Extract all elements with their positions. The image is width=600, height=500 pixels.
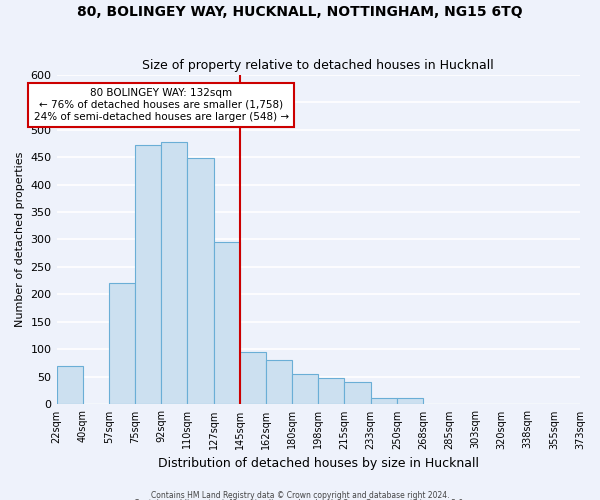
Title: Size of property relative to detached houses in Hucknall: Size of property relative to detached ho… <box>142 59 494 72</box>
Bar <box>56 366 83 405</box>
Text: 80, BOLINGEY WAY, HUCKNALL, NOTTINGHAM, NG15 6TQ: 80, BOLINGEY WAY, HUCKNALL, NOTTINGHAM, … <box>77 5 523 19</box>
Bar <box>292 374 318 404</box>
Bar <box>161 142 187 404</box>
Text: Contains HM Land Registry data © Crown copyright and database right 2024.: Contains HM Land Registry data © Crown c… <box>151 490 449 500</box>
Bar <box>344 382 371 404</box>
Bar <box>135 145 161 405</box>
Text: 80 BOLINGEY WAY: 132sqm
← 76% of detached houses are smaller (1,758)
24% of semi: 80 BOLINGEY WAY: 132sqm ← 76% of detache… <box>34 88 289 122</box>
Bar <box>397 398 423 404</box>
X-axis label: Distribution of detached houses by size in Hucknall: Distribution of detached houses by size … <box>158 457 479 470</box>
Bar <box>240 352 266 405</box>
Bar <box>214 242 240 404</box>
Bar <box>266 360 292 405</box>
Y-axis label: Number of detached properties: Number of detached properties <box>15 152 25 327</box>
Bar <box>318 378 344 404</box>
Bar <box>109 284 135 405</box>
Bar <box>371 398 397 404</box>
Bar <box>187 158 214 404</box>
